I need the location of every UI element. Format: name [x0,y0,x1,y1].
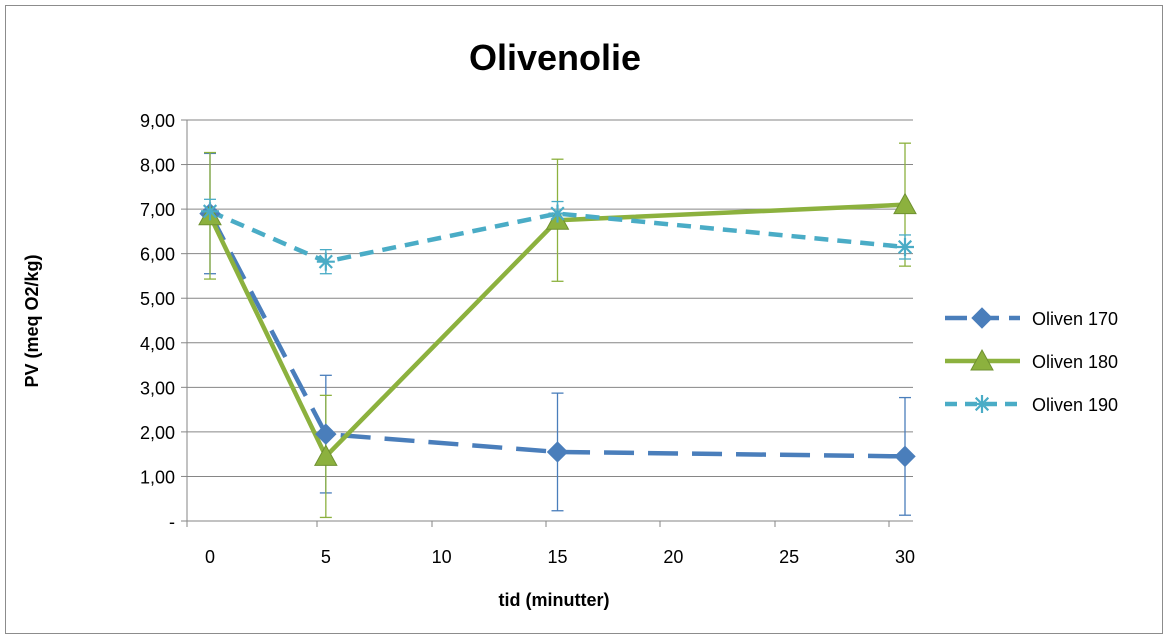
legend-swatch-marker [973,395,991,413]
y-tick-label: 9,00 [140,111,175,131]
y-tick-label: 2,00 [140,423,175,443]
y-tick-label: 3,00 [140,378,175,398]
tick-labels: - 1,00 2,00 3,00 4,00 5,00 6,00 7,00 8,00 9,00 0 5 1… [140,111,915,567]
data-point-marker [548,204,567,223]
y-tick-label: 6,00 [140,245,175,265]
y-axis-label: PV (meq O2/kg) [22,254,42,387]
legend-item: Oliven 170 [945,307,1118,329]
series-line [207,202,906,459]
y-tick-label: 7,00 [140,200,175,220]
series-markers [198,192,917,468]
data-point-marker [316,252,335,271]
chart-frame [5,5,1163,634]
data-point-marker [313,444,338,466]
legend-swatch-marker [971,307,993,329]
asterisk-stroke [318,254,333,269]
x-tick-label: 30 [895,547,915,567]
legend-item: Oliven 190 [945,395,1118,415]
asterisk-stroke [897,239,913,255]
x-tick-label: 25 [779,547,799,567]
asterisk-stroke [550,206,565,221]
series-line [209,209,906,264]
x-tick-label: 5 [321,547,331,567]
data-point-marker [315,423,337,445]
data-point-marker [893,192,917,215]
data-point-marker [201,202,219,221]
data-point-marker [546,441,569,463]
x-tick-label: 20 [663,547,683,567]
y-tick-label: - [169,512,175,532]
axes [181,119,913,527]
series-lines [207,202,906,459]
y-tick-label: 5,00 [140,289,175,309]
legend: Oliven 170 Oliven 180 Oliven 190 [945,307,1118,415]
legend-label: Oliven 190 [1032,395,1118,415]
data-point-marker [896,237,914,256]
y-tick-label: 8,00 [140,156,175,176]
y-tick-label: 1,00 [140,467,175,487]
series-line [208,212,906,459]
x-tick-label: 0 [205,547,215,567]
x-axis-label: tid (minutter) [499,590,610,610]
legend-swatch-marker [970,348,994,371]
data-point-marker [894,445,916,468]
asterisk-stroke [202,204,218,219]
legend-label: Oliven 170 [1032,309,1118,329]
asterisk-stroke [974,396,990,412]
legend-label: Oliven 180 [1032,352,1118,372]
legend-item: Oliven 180 [945,348,1118,372]
x-tick-label: 10 [432,547,452,567]
chart-title: Olivenolie [469,37,641,78]
y-tick-label: 4,00 [140,334,175,354]
x-tick-label: 15 [547,547,567,567]
